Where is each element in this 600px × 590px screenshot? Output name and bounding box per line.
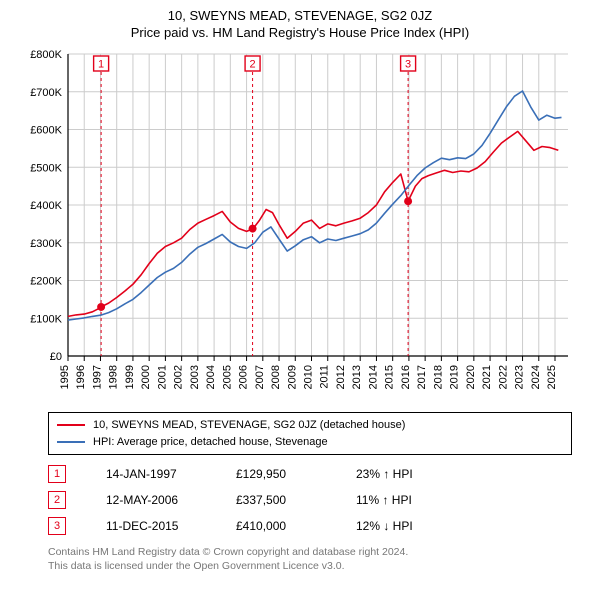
legend-item: HPI: Average price, detached house, Stev… [57,434,563,451]
svg-text:1996: 1996 [75,365,87,389]
svg-text:£100K: £100K [30,313,62,325]
svg-text:£500K: £500K [30,162,62,174]
legend-label: HPI: Average price, detached house, Stev… [93,434,328,451]
price-chart: £0 £100K £200K £300K £400K £500K £600K £700K £80… [0,46,600,406]
transaction-date: 14-JAN-1997 [106,467,196,481]
svg-text:2022: 2022 [497,365,509,389]
svg-text:2008: 2008 [270,365,282,389]
transaction-diff: 12% ↓ HPI [356,519,446,533]
transaction-date: 12-MAY-2006 [106,493,196,507]
svg-text:1998: 1998 [108,365,120,389]
chart-subtitle: Price paid vs. HM Land Registry's House … [0,25,600,40]
transaction-price: £337,500 [236,493,316,507]
transaction-row: 1 14-JAN-1997 £129,950 23% ↑ HPI [48,461,572,487]
svg-text:2010: 2010 [303,365,315,389]
svg-text:£800K: £800K [30,49,62,61]
svg-text:2025: 2025 [546,365,558,389]
svg-text:2005: 2005 [221,365,233,389]
svg-text:2006: 2006 [238,365,250,389]
svg-text:2001: 2001 [156,365,168,389]
svg-text:2016: 2016 [400,365,412,389]
transaction-marker: 3 [48,517,66,535]
svg-text:£400K: £400K [30,200,62,212]
svg-text:£600K: £600K [30,125,62,137]
svg-text:2013: 2013 [351,365,363,389]
transaction-marker: 2 [48,491,66,509]
transactions-table: 1 14-JAN-1997 £129,950 23% ↑ HPI 2 12-MAY-200… [48,461,572,539]
svg-text:2012: 2012 [335,365,347,389]
svg-text:£200K: £200K [30,276,62,288]
svg-text:1995: 1995 [59,365,71,389]
svg-text:2: 2 [250,58,256,70]
svg-text:2014: 2014 [367,365,379,389]
svg-text:2000: 2000 [140,365,152,389]
attribution-footer: Contains HM Land Registry data © Crown c… [48,545,572,573]
transaction-date: 11-DEC-2015 [106,519,196,533]
transaction-row: 3 11-DEC-2015 £410,000 12% ↓ HPI [48,513,572,539]
svg-text:1999: 1999 [124,365,136,389]
svg-text:2004: 2004 [205,365,217,389]
legend-swatch [57,424,85,426]
svg-text:2021: 2021 [481,365,493,389]
footer-line: This data is licensed under the Open Gov… [48,559,572,573]
svg-text:2003: 2003 [189,365,201,389]
svg-text:2007: 2007 [254,365,266,389]
svg-text:1: 1 [98,58,104,70]
svg-text:£700K: £700K [30,87,62,99]
svg-text:2019: 2019 [449,365,461,389]
transaction-diff: 23% ↑ HPI [356,467,446,481]
svg-text:2023: 2023 [514,365,526,389]
transaction-row: 2 12-MAY-2006 £337,500 11% ↑ HPI [48,487,572,513]
transaction-price: £410,000 [236,519,316,533]
svg-text:2024: 2024 [530,365,542,389]
legend-item: 10, SWEYNS MEAD, STEVENAGE, SG2 0JZ (det… [57,417,563,434]
legend-label: 10, SWEYNS MEAD, STEVENAGE, SG2 0JZ (det… [93,417,405,434]
svg-text:2015: 2015 [384,365,396,389]
transaction-price: £129,950 [236,467,316,481]
svg-text:2020: 2020 [465,365,477,389]
footer-line: Contains HM Land Registry data © Crown c… [48,545,572,559]
svg-text:£300K: £300K [30,238,62,250]
svg-text:2009: 2009 [286,365,298,389]
legend-swatch [57,441,85,443]
transaction-marker: 1 [48,465,66,483]
svg-text:2017: 2017 [416,365,428,389]
svg-text:1997: 1997 [91,365,103,389]
svg-text:2011: 2011 [319,365,331,389]
legend: 10, SWEYNS MEAD, STEVENAGE, SG2 0JZ (det… [48,412,572,455]
svg-text:£0: £0 [50,351,62,363]
svg-text:2018: 2018 [432,365,444,389]
address-title: 10, SWEYNS MEAD, STEVENAGE, SG2 0JZ [0,8,600,23]
svg-text:3: 3 [405,58,411,70]
svg-text:2002: 2002 [173,365,185,389]
transaction-diff: 11% ↑ HPI [356,493,446,507]
